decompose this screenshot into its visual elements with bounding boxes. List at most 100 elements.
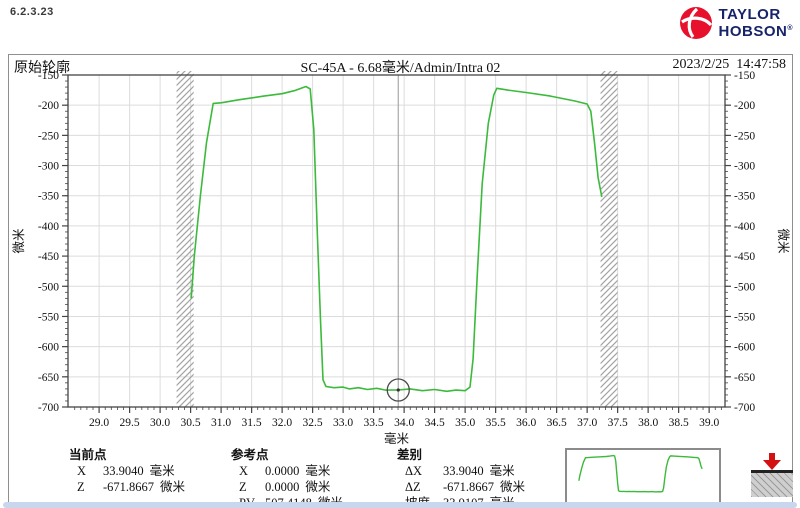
- readout-unit: 毫米: [149, 464, 175, 478]
- svg-text:31.0: 31.0: [211, 417, 231, 429]
- readout-key: Z: [77, 480, 85, 494]
- svg-text:-300: -300: [734, 161, 755, 173]
- x-axis-label: 毫米: [384, 431, 410, 445]
- probe-direction-icon: [751, 453, 793, 497]
- readout-row: X 33.9040 毫米: [69, 463, 185, 479]
- analysis-type-label: 原始轮廓: [14, 61, 70, 76]
- readout-key: ΔX: [405, 464, 423, 478]
- svg-text:29.5: 29.5: [120, 417, 140, 429]
- svg-text:-700: -700: [38, 402, 59, 414]
- readout-value: 0.0000: [265, 480, 300, 494]
- readout-unit: 毫米: [489, 464, 515, 478]
- svg-text:39.0: 39.0: [699, 417, 719, 429]
- cursor-marker-center: [396, 388, 400, 392]
- svg-text:-150: -150: [38, 70, 59, 82]
- thumbnail-trace: [578, 454, 703, 493]
- svg-text:37.0: 37.0: [577, 417, 597, 429]
- svg-text:-500: -500: [734, 281, 755, 293]
- svg-text:-600: -600: [38, 342, 59, 354]
- svg-text:-150: -150: [734, 70, 755, 82]
- svg-text:31.5: 31.5: [242, 417, 262, 429]
- logo-wordmark: TAYLOR HOBSON®: [718, 5, 793, 39]
- readout-value: 33.9040: [443, 464, 484, 478]
- svg-text:-250: -250: [38, 130, 59, 142]
- readout-key: ΔZ: [405, 480, 421, 494]
- svg-text:-600: -600: [734, 342, 755, 354]
- readout-unit: 毫米: [305, 464, 331, 478]
- readout-key: X: [77, 464, 87, 478]
- chart-frame: 原始轮廓 SC-45A - 6.68毫米/Admin/Intra 02 2023…: [8, 54, 793, 508]
- svg-text:-300: -300: [38, 161, 59, 173]
- svg-text:38.5: 38.5: [669, 417, 689, 429]
- svg-text:-550: -550: [734, 311, 755, 323]
- svg-text:29.0: 29.0: [89, 417, 109, 429]
- svg-text:35.5: 35.5: [486, 417, 506, 429]
- measurement-datetime: 2023/2/25 14:47:58: [672, 57, 786, 72]
- svg-text:37.5: 37.5: [608, 417, 628, 429]
- logo-roundel-icon: [680, 7, 713, 39]
- readout-value: 33.9040: [103, 464, 144, 478]
- readout-value: 0.0000: [265, 464, 300, 478]
- readout-key: X: [239, 464, 249, 478]
- readout-row: Z 0.0000 微米: [231, 479, 343, 495]
- logo-line1: TAYLOR: [718, 5, 781, 23]
- svg-text:33.5: 33.5: [364, 417, 384, 429]
- svg-text:-650: -650: [734, 372, 755, 384]
- readout-row: ΔZ -671.8667 微米: [397, 479, 525, 495]
- svg-text:-200: -200: [38, 100, 59, 112]
- panel-title: 差别: [397, 448, 423, 462]
- svg-text:38.0: 38.0: [638, 417, 658, 429]
- svg-text:-250: -250: [734, 130, 755, 142]
- svg-text:-450: -450: [38, 251, 59, 263]
- profile-chart[interactable]: 29.0 29.5 30.0 30.5 31.0 31.5 32.0 32.5 33.0 33.5…: [9, 55, 792, 445]
- svg-text:34.5: 34.5: [425, 417, 445, 429]
- window-bottom-edge: [3, 502, 797, 508]
- axis-ticks: [62, 74, 731, 413]
- profile-thumbnail-trace: [578, 454, 703, 493]
- readout-unit: 微米: [305, 480, 331, 494]
- readout-key: Z: [239, 480, 247, 494]
- readout-row: ΔX 33.9040 毫米: [397, 463, 525, 479]
- measurement-title: SC-45A - 6.68毫米/Admin/Intra 02: [300, 61, 501, 76]
- panel-title: 参考点: [231, 448, 269, 462]
- svg-text:-450: -450: [734, 251, 755, 263]
- svg-text:35.0: 35.0: [455, 417, 475, 429]
- profile-trace: [190, 85, 603, 393]
- svg-text:-650: -650: [38, 372, 59, 384]
- svg-text:30.0: 30.0: [150, 417, 170, 429]
- y-axis-label-left: 微米: [12, 228, 26, 254]
- svg-text:-400: -400: [734, 221, 755, 233]
- svg-text:-700: -700: [734, 402, 755, 414]
- readout-unit: 微米: [160, 480, 186, 494]
- exclusion-bands: [176, 71, 618, 407]
- taylor-hobson-logo: TAYLOR HOBSON®: [678, 5, 793, 41]
- gridlines: [68, 75, 725, 407]
- readout-unit: 微米: [500, 480, 526, 494]
- readout-row: Z -671.8667 微米: [69, 479, 185, 495]
- axis-tick-labels: 29.0 29.5 30.0 30.5 31.0 31.5 32.0 32.5 33.0 33.5…: [38, 70, 755, 429]
- svg-text:-550: -550: [38, 311, 59, 323]
- svg-text:-350: -350: [38, 191, 59, 203]
- app-version: 6.2.3.23: [10, 6, 54, 18]
- probe-arrow-stem: [769, 453, 775, 461]
- profile-thumbnail[interactable]: [565, 448, 721, 504]
- probe-arrow-head: [763, 460, 781, 470]
- svg-text:34.0: 34.0: [394, 417, 414, 429]
- svg-text:-200: -200: [734, 100, 755, 112]
- probe-surface-line: [751, 470, 793, 473]
- probe-sample-block: [751, 473, 793, 497]
- svg-text:32.5: 32.5: [303, 417, 323, 429]
- cursor-marker[interactable]: [386, 378, 410, 402]
- readout-value: -671.8667: [443, 480, 495, 494]
- readout-row: X 0.0000 毫米: [231, 463, 343, 479]
- panel-title: 当前点: [69, 448, 107, 462]
- logo-registered-mark: ®: [787, 24, 793, 32]
- svg-text:-400: -400: [38, 221, 59, 233]
- plot-border: [67, 74, 726, 408]
- svg-text:36.0: 36.0: [516, 417, 536, 429]
- y-axis-label-right: 微米: [776, 228, 790, 254]
- svg-text:33.0: 33.0: [333, 417, 353, 429]
